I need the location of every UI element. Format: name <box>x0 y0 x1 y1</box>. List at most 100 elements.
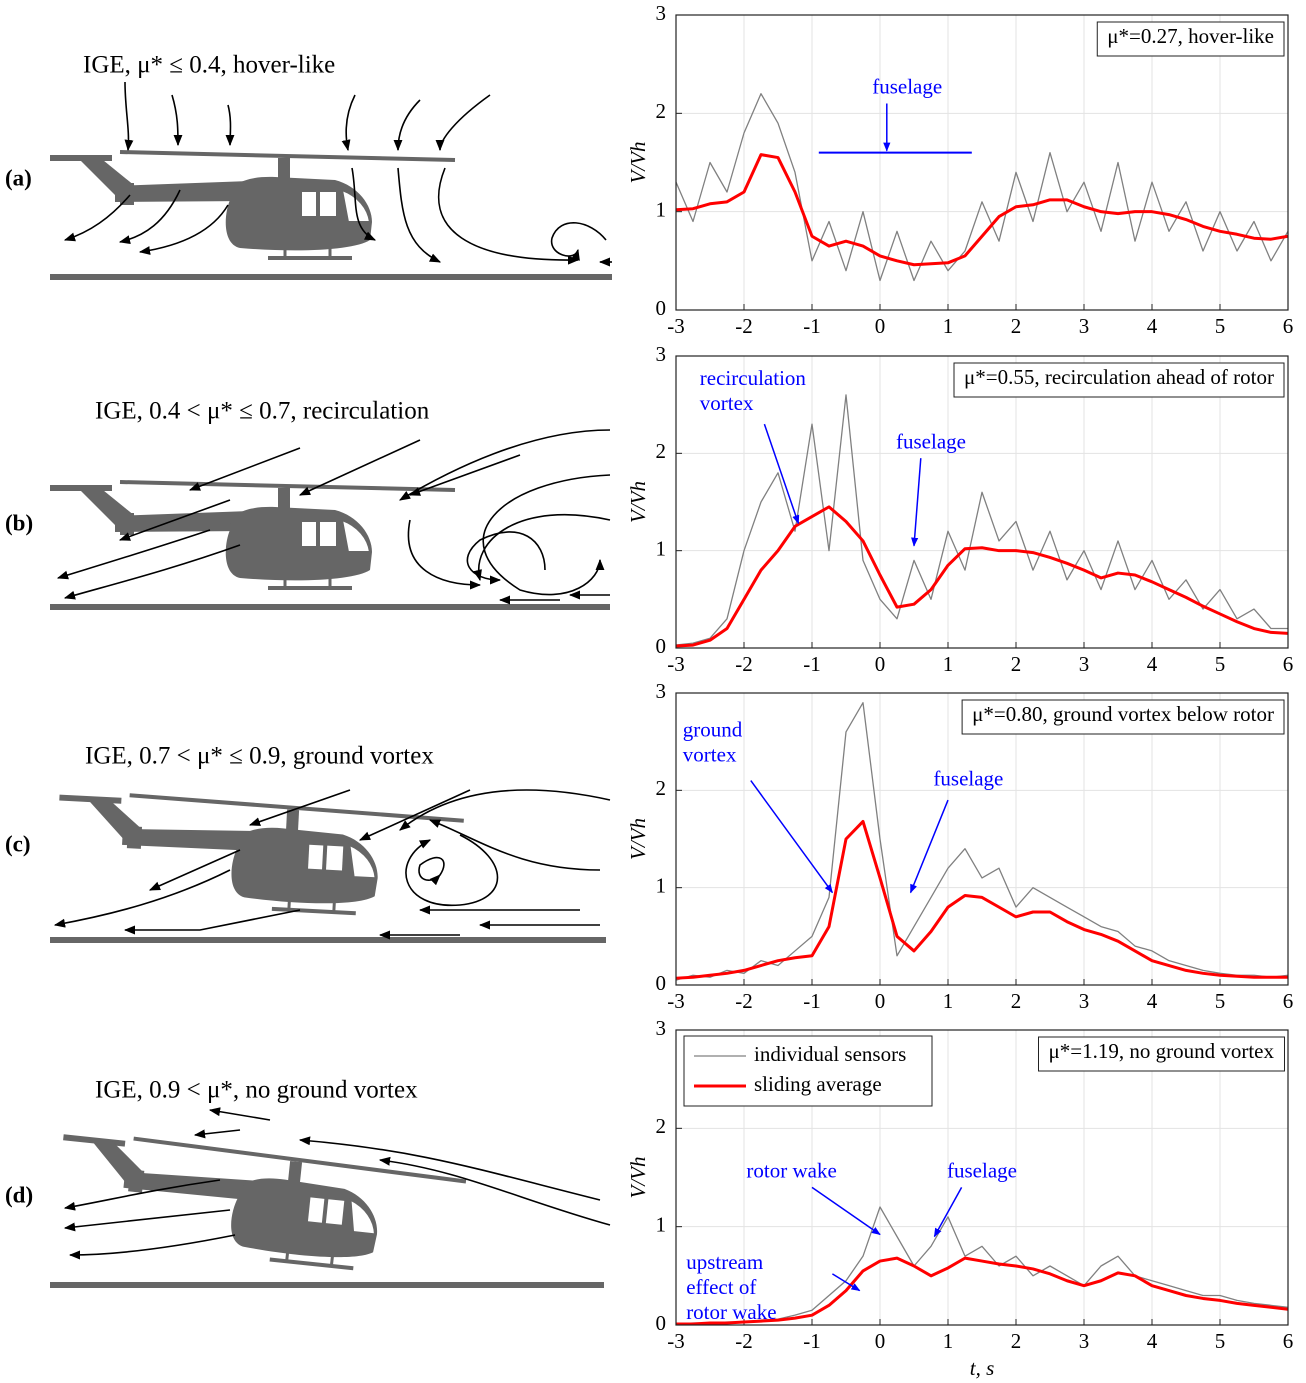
flow-arrow <box>124 81 134 152</box>
y-tick-label: 3 <box>656 1 667 25</box>
flow-arrow <box>138 204 229 255</box>
annotation: fuselage <box>947 1158 1017 1182</box>
annotation: fuselage <box>896 429 966 453</box>
annotation: ground <box>683 718 743 742</box>
flow-arrow <box>123 909 301 935</box>
flow-arrow <box>405 834 499 907</box>
flow-arrow <box>63 1209 231 1232</box>
flow-arrow <box>56 529 211 580</box>
x-tick-label: 6 <box>1283 652 1294 676</box>
panel-label: (a) <box>5 165 32 190</box>
flow-arrow <box>437 167 580 265</box>
series-line <box>676 1256 1289 1326</box>
flow-lines <box>53 81 612 1260</box>
x-tick-label: -3 <box>667 652 685 676</box>
y-tick-label: 2 <box>656 439 667 463</box>
chart: -3 -2 -1 0 1 2 3 4 5 6 0 1 2 3 V/Vh t, s μ*=1.19, no gro… <box>626 1016 1293 1380</box>
x-tick-label: 1 <box>943 314 954 338</box>
y-tick-label: 0 <box>656 1311 667 1335</box>
diagram-caption: IGE, μ* ≤ 0.4, hover-like <box>83 52 335 79</box>
legend-label: individual sensors <box>754 1042 906 1066</box>
flow-arrow <box>188 447 301 491</box>
flow-arrow <box>193 1129 241 1139</box>
y-axis-label: V/Vh <box>626 1157 650 1199</box>
x-axis-label: t, s <box>970 1356 995 1380</box>
annotation-arrow <box>750 780 834 894</box>
flow-arrow <box>393 99 421 152</box>
x-tick-label: 6 <box>1283 989 1294 1013</box>
y-tick-label: 3 <box>656 679 667 703</box>
flow-arrow <box>418 856 445 886</box>
flow-arrow <box>248 789 351 826</box>
flow-arrow <box>63 194 131 242</box>
flow-arrow <box>428 819 601 871</box>
x-tick-label: 4 <box>1147 989 1158 1013</box>
annotation: fuselage <box>933 766 1003 790</box>
y-tick-label: 0 <box>656 296 667 320</box>
chart: -3 -2 -1 0 1 2 3 4 5 6 0 1 2 3 V/Vh μ*=0.55, recirculat… <box>626 342 1293 676</box>
axes-frame <box>675 1029 1289 1326</box>
flow-arrow <box>358 789 471 841</box>
flow-arrow <box>298 439 421 496</box>
y-axis-label: V/Vh <box>626 818 650 860</box>
y-tick-label: 1 <box>656 873 667 897</box>
panel-label: (d) <box>5 1182 33 1207</box>
x-tick-label: -3 <box>667 1329 685 1353</box>
annotation: rotor wake <box>746 1158 836 1182</box>
flow-arrow <box>63 1179 221 1211</box>
series-line <box>675 702 1289 981</box>
flow-arrow <box>473 513 611 582</box>
annotation-arrow <box>763 423 800 525</box>
x-tick-label: 5 <box>1215 652 1226 676</box>
axes-frame <box>675 14 1289 311</box>
annotation-arrow <box>933 1186 963 1238</box>
flow-arrow <box>408 454 521 496</box>
panel-label: (c) <box>5 831 31 856</box>
note: μ*=0.80, ground vortex below rotor <box>972 702 1274 726</box>
y-tick-label: 1 <box>656 1212 667 1236</box>
annotation: rotor wake <box>686 1300 776 1324</box>
x-tick-label: -1 <box>803 989 821 1013</box>
series-line <box>675 153 1289 267</box>
x-tick-label: 4 <box>1147 1329 1158 1353</box>
flow-arrow <box>53 869 231 928</box>
flow-arrow <box>148 849 241 891</box>
x-tick-label: 4 <box>1147 314 1158 338</box>
chart: -3 -2 -1 0 1 2 3 4 5 6 0 1 2 3 V/Vh μ*=0.80, ground vor… <box>626 679 1293 1013</box>
x-tick-label: 5 <box>1215 314 1226 338</box>
note-box <box>1096 21 1285 57</box>
x-tick-label: 0 <box>875 989 886 1013</box>
x-tick-label: -1 <box>803 652 821 676</box>
x-tick-label: 6 <box>1283 314 1294 338</box>
chart: -3 -2 -1 0 1 2 3 4 5 6 0 1 2 3 V/Vh μ*=0.27, hover-like… <box>626 1 1293 338</box>
x-tick-label: 4 <box>1147 652 1158 676</box>
legend-box <box>683 1035 933 1107</box>
series-line <box>675 93 1289 282</box>
panel-label: (b) <box>5 510 33 535</box>
x-tick-label: 0 <box>875 1329 886 1353</box>
flow-arrow <box>482 474 611 596</box>
annotation-arrow <box>911 458 922 547</box>
x-tick-label: 5 <box>1215 1329 1226 1353</box>
flow-arrow <box>171 94 183 147</box>
y-tick-label: 2 <box>656 776 667 800</box>
flow-arrow <box>378 1156 611 1226</box>
axes-frame <box>675 692 1289 986</box>
legend-label: sliding average <box>754 1072 882 1096</box>
x-tick-label: -3 <box>667 314 685 338</box>
x-tick-label: 6 <box>1283 1329 1294 1353</box>
x-tick-label: 1 <box>943 1329 954 1353</box>
series-line <box>675 394 1288 646</box>
helicopter <box>50 482 455 588</box>
annotation: vortex <box>683 743 737 767</box>
annotation-arrow <box>909 799 949 894</box>
x-tick-label: -2 <box>735 652 753 676</box>
x-tick-label: 2 <box>1011 314 1022 338</box>
annotation: recirculation <box>700 366 807 390</box>
x-tick-label: 2 <box>1011 652 1022 676</box>
x-tick-label: 5 <box>1215 989 1226 1013</box>
flow-arrow <box>407 519 482 590</box>
x-tick-label: 0 <box>875 652 886 676</box>
x-tick-label: 3 <box>1079 1329 1090 1353</box>
plot-area <box>676 693 1288 985</box>
